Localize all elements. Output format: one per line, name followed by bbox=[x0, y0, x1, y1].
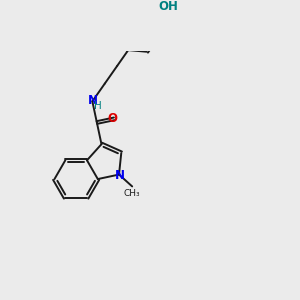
Text: O: O bbox=[107, 112, 117, 125]
Text: CH₃: CH₃ bbox=[124, 189, 140, 198]
Text: OH: OH bbox=[159, 0, 179, 13]
Text: N: N bbox=[88, 94, 98, 107]
Text: N: N bbox=[115, 169, 125, 182]
Text: H: H bbox=[94, 101, 102, 111]
